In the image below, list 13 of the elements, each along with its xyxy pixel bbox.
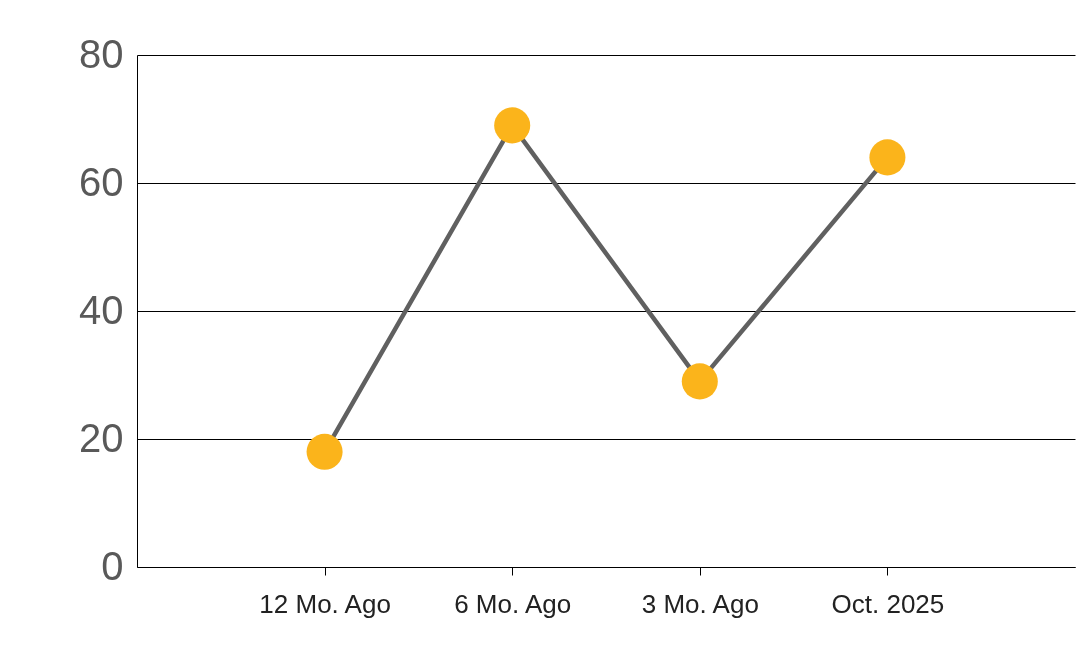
point	[869, 139, 906, 176]
point	[306, 433, 343, 470]
y-tick-label: 0	[101, 543, 124, 588]
x-tick-label: 12 Mo. Ago	[259, 588, 391, 619]
y-tick-label: 20	[79, 415, 124, 460]
y-tick-label: 40	[79, 287, 124, 332]
point	[681, 363, 718, 400]
x-tick-label: Oct. 2025	[831, 588, 945, 619]
point	[494, 107, 531, 144]
y-tick-label: 60	[79, 159, 124, 204]
x-tick-label: 3 Mo. Ago	[641, 588, 759, 619]
y-tick-label: 80	[79, 31, 124, 76]
x-tick-label: 6 Mo. Ago	[454, 588, 572, 619]
